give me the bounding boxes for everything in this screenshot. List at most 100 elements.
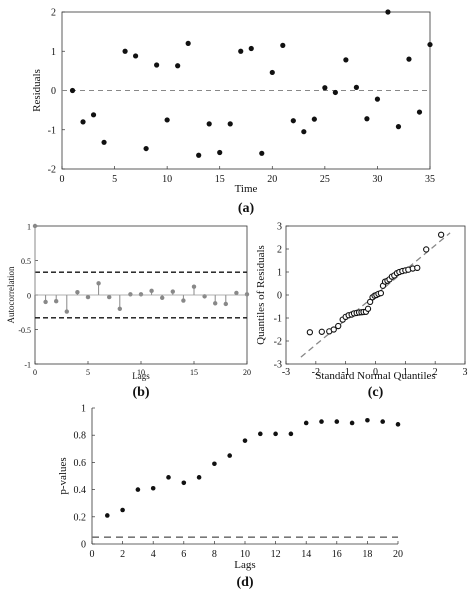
x-tick-label: 5 bbox=[86, 368, 90, 377]
y-tick-label: -1 bbox=[274, 314, 282, 325]
x-tick-label: 30 bbox=[372, 174, 382, 185]
data-point bbox=[322, 85, 328, 91]
data-point bbox=[196, 152, 202, 158]
data-point bbox=[288, 431, 294, 437]
y-tick-label: 0.5 bbox=[21, 257, 31, 266]
data-point bbox=[385, 9, 391, 15]
data-point bbox=[406, 56, 412, 62]
x-tick-label: 0 bbox=[33, 368, 37, 377]
data-point bbox=[217, 149, 223, 156]
stem-point bbox=[85, 294, 91, 300]
data-point bbox=[227, 121, 233, 127]
data-point bbox=[80, 119, 86, 125]
data-point bbox=[319, 419, 324, 424]
stem-point bbox=[117, 306, 123, 311]
data-point bbox=[185, 40, 191, 47]
data-point bbox=[365, 417, 370, 423]
data-point bbox=[290, 118, 296, 124]
data-point bbox=[196, 475, 202, 480]
x-tick-label: 4 bbox=[151, 549, 156, 560]
stem-point bbox=[64, 309, 70, 314]
data-point bbox=[258, 431, 263, 437]
stem-point bbox=[138, 292, 144, 297]
data-point bbox=[364, 305, 372, 312]
data-point bbox=[135, 487, 141, 492]
y-axis-label: Residuals bbox=[31, 69, 43, 112]
data-point bbox=[437, 231, 445, 238]
stem-point bbox=[32, 223, 38, 229]
y-axis-label: Quantiles of Residuals bbox=[255, 245, 267, 345]
data-point bbox=[150, 485, 156, 491]
x-axis-label: Time bbox=[235, 183, 258, 195]
data-point bbox=[318, 328, 325, 335]
x-tick-label: -3 bbox=[282, 367, 290, 378]
stem-point bbox=[43, 299, 48, 305]
data-point bbox=[227, 453, 232, 458]
x-tick-label: 10 bbox=[137, 368, 145, 377]
x-tick-label: -1 bbox=[341, 367, 349, 378]
stem-point bbox=[160, 295, 165, 300]
panel-b-autocorrelation: 0 5 10 15 20 -1 -0.5 0 0.5 1 Lags Autocorrelation (b… bbox=[6, 223, 251, 401]
data-point bbox=[332, 89, 338, 96]
data-point bbox=[181, 480, 187, 486]
data-point bbox=[101, 139, 107, 145]
data-point bbox=[166, 475, 171, 480]
data-point bbox=[423, 246, 430, 253]
y-tick-label: 0 bbox=[81, 540, 86, 551]
y-tick-label: -0.5 bbox=[18, 326, 31, 335]
y-tick-label: 0 bbox=[277, 291, 282, 302]
data-point bbox=[206, 121, 212, 127]
data-point bbox=[164, 117, 170, 123]
data-point bbox=[242, 438, 248, 443]
panel-a-residuals-vs-time: 0 5 10 15 20 25 30 35 -2 -1 0 1 2 Time Residuals (a) bbox=[31, 8, 435, 217]
data-point bbox=[248, 45, 254, 52]
y-axis-label: p-values bbox=[57, 457, 69, 494]
y-tick-label: 1 bbox=[277, 268, 282, 279]
data-point bbox=[395, 124, 402, 130]
data-point bbox=[349, 420, 355, 426]
y-tick-label: 0.4 bbox=[74, 485, 87, 496]
y-tick-label: -3 bbox=[274, 360, 282, 371]
stem-point bbox=[170, 289, 175, 294]
data-point bbox=[330, 326, 337, 333]
x-tick-label: 0 bbox=[60, 174, 65, 185]
data-point bbox=[280, 42, 286, 48]
panel-label: (a) bbox=[238, 201, 255, 216]
stem-point bbox=[191, 284, 197, 289]
reference-line bbox=[300, 232, 451, 358]
x-tick-label: 25 bbox=[320, 174, 330, 185]
data-point bbox=[133, 53, 139, 59]
data-point bbox=[120, 507, 125, 513]
y-tick-label: 1 bbox=[27, 223, 31, 232]
stem-point bbox=[128, 292, 133, 297]
x-axis-label: Lags bbox=[234, 559, 255, 571]
data-point bbox=[353, 84, 359, 90]
data-point bbox=[273, 431, 278, 437]
stem-point bbox=[181, 298, 186, 303]
stem-point bbox=[96, 281, 101, 286]
x-tick-label: -2 bbox=[312, 367, 320, 378]
x-tick-label: 18 bbox=[362, 549, 372, 560]
x-tick-label: 16 bbox=[332, 549, 342, 560]
x-tick-label: 20 bbox=[267, 174, 277, 185]
y-tick-label: 0 bbox=[27, 292, 31, 301]
y-tick-label: 2 bbox=[277, 245, 282, 256]
x-tick-label: 8 bbox=[212, 549, 217, 560]
stem-point bbox=[149, 288, 154, 294]
x-tick-label: 15 bbox=[215, 174, 225, 185]
data-point bbox=[143, 145, 149, 152]
data-point bbox=[335, 322, 342, 330]
x-tick-label: 20 bbox=[243, 368, 251, 377]
x-tick-label: 12 bbox=[271, 549, 281, 560]
data-point bbox=[334, 419, 340, 424]
data-point bbox=[306, 329, 314, 336]
data-point bbox=[416, 109, 423, 115]
y-axis-label: Autocorrelation bbox=[6, 266, 16, 323]
data-point bbox=[212, 461, 217, 467]
data-point bbox=[175, 63, 181, 69]
stem-point bbox=[54, 299, 59, 304]
y-tick-label: 2 bbox=[51, 8, 56, 19]
y-tick-label: 0.8 bbox=[74, 431, 87, 442]
stem-point bbox=[244, 292, 250, 297]
